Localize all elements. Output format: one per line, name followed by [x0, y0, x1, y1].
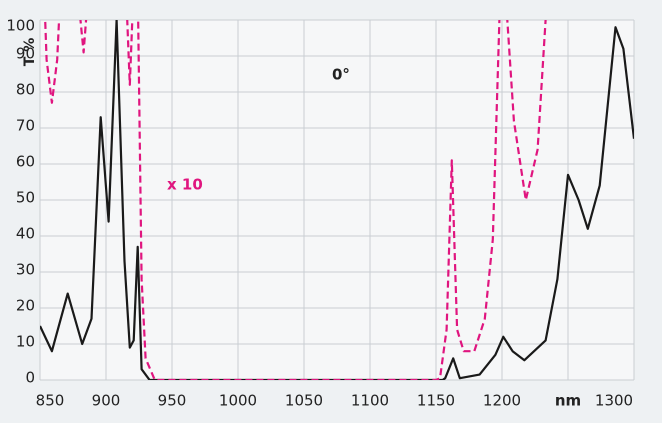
annotation: 0°	[332, 66, 350, 84]
x-tick-label: 1100	[351, 392, 389, 410]
y-tick-label: 100	[6, 17, 35, 35]
x-tick-label: 1200	[483, 392, 521, 410]
x-tick-label: 950	[158, 392, 187, 410]
y-tick-label: 50	[16, 189, 35, 207]
data-line	[40, 20, 634, 380]
y-tick-label: 80	[16, 81, 35, 99]
y-tick-label: 70	[16, 117, 35, 135]
y-axis-label: T %	[22, 38, 38, 66]
y-tick-label: 0	[25, 369, 35, 387]
y-tick-label: 10	[16, 333, 35, 351]
annotation: x 10	[167, 176, 203, 194]
y-tick-label: 20	[16, 297, 35, 315]
x-tick-label: 850	[36, 392, 65, 410]
y-tick-label: 90	[16, 45, 35, 63]
x-tick-label: nm	[555, 392, 581, 410]
x-tick-label: 900	[92, 392, 121, 410]
x-tick-label: 1150	[417, 392, 455, 410]
x-tick-label: 1050	[285, 392, 323, 410]
y-tick-label: 40	[16, 225, 35, 243]
x-tick-label: 1000	[219, 392, 257, 410]
x-tick-label: 1300	[595, 392, 633, 410]
y-tick-label: 30	[16, 261, 35, 279]
y-tick-label: 60	[16, 153, 35, 171]
